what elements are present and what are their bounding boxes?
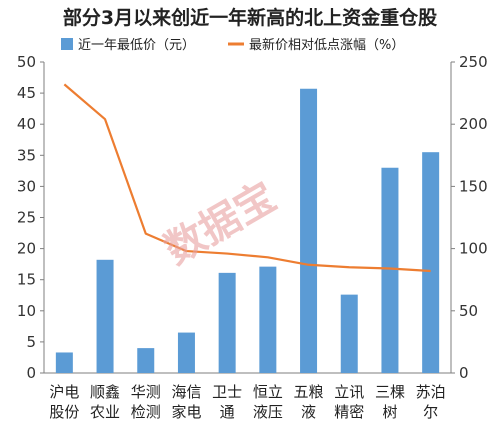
bar <box>340 294 358 373</box>
y-left-tick-label: 50 <box>17 53 36 71</box>
y-left-tick-label: 5 <box>26 333 36 351</box>
y-right-tick-label: 0 <box>459 364 469 382</box>
axes: 0 5 10 15 20 25 30 35 40 45 50 0 50 100 150 200 250 <box>17 53 488 382</box>
legend-label-bars: 近一年最低价（元） <box>78 38 195 53</box>
legend-swatch-bars <box>61 38 73 50</box>
legend-swatch-line <box>228 42 244 46</box>
series-line <box>63 83 431 273</box>
x-tick-label: 华测 <box>131 383 161 401</box>
bar <box>137 348 155 373</box>
bar <box>55 352 73 373</box>
x-tick-label: 股份 <box>49 403 79 421</box>
y-right-tick-label: 150 <box>459 177 488 195</box>
x-tick-label: 检测 <box>131 403 161 421</box>
legend-label-line: 最新价相对低点涨幅（%） <box>249 37 404 53</box>
x-tick-label: 三棵 <box>375 383 405 401</box>
line-series <box>63 83 431 273</box>
x-tick-label: 树 <box>382 403 397 421</box>
bar <box>300 88 318 373</box>
y-left-tick-label: 35 <box>17 146 36 164</box>
x-tick-label: 农业 <box>90 403 120 421</box>
bar <box>381 167 399 373</box>
x-tick-label: 液压 <box>253 403 283 421</box>
bar <box>96 259 114 373</box>
bar <box>218 272 236 373</box>
x-tick-label: 海信 <box>171 383 201 401</box>
x-tick-label: 家电 <box>171 403 201 421</box>
y-left-tick-label: 10 <box>17 302 36 320</box>
watermark: 数据宝 <box>157 174 284 274</box>
x-tick-label: 顺鑫 <box>90 383 120 401</box>
x-tick-label: 液 <box>301 403 316 421</box>
x-tick-label: 沪电 <box>49 383 79 401</box>
x-tick-label: 尔 <box>423 403 438 421</box>
x-tick-label: 立讯 <box>334 383 364 401</box>
y-right-tick-label: 250 <box>459 53 488 71</box>
bar <box>259 266 277 373</box>
legend: 近一年最低价（元） 最新价相对低点涨幅（%） <box>61 37 404 53</box>
y-left-tick-label: 30 <box>17 177 36 195</box>
y-right-tick-label: 100 <box>459 240 488 258</box>
y-left-tick-label: 0 <box>26 364 36 382</box>
y-left-tick-label: 40 <box>17 115 36 133</box>
y-right-tick-label: 50 <box>459 302 478 320</box>
bar <box>422 152 440 373</box>
x-tick-label: 苏泊 <box>416 383 446 401</box>
y-right-tick-label: 200 <box>459 115 488 133</box>
x-tick-label: 卫士 <box>212 383 242 401</box>
y-left-tick-label: 45 <box>17 84 36 102</box>
x-tick-label: 通 <box>220 403 235 421</box>
y-left-tick-label: 15 <box>17 271 36 289</box>
bar <box>177 332 195 373</box>
chart-title: 部分3月以来创近一年新高的北上资金重仓股 <box>63 6 437 29</box>
y-left-tick-label: 25 <box>17 209 36 227</box>
x-tick-label: 精密 <box>334 403 364 421</box>
bar-series <box>55 88 440 373</box>
x-tick-label: 五粮 <box>294 383 324 401</box>
x-tick-label: 恒立 <box>253 383 283 401</box>
y-left-tick-label: 20 <box>17 240 36 258</box>
